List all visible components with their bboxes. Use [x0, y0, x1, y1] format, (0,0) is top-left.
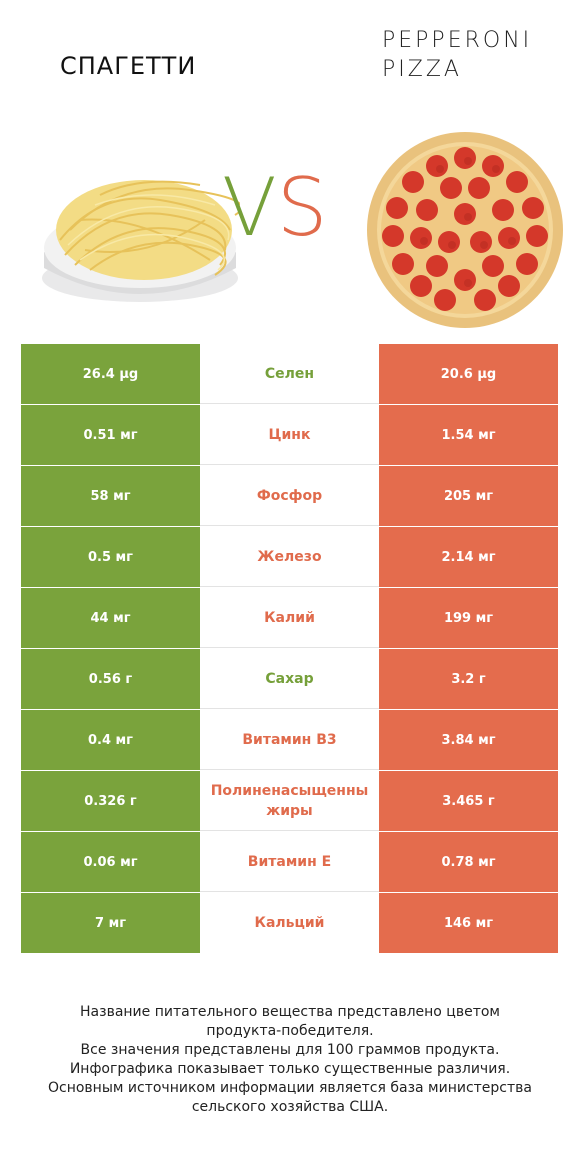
left-value-cell: 7 мг [21, 893, 200, 953]
right-value-cell: 146 мг [379, 893, 558, 953]
table-row: 0.06 мг Витамин E 0.78 мг [21, 832, 558, 893]
table-row: 0.5 мг Железо 2.14 мг [21, 527, 558, 588]
right-value-cell: 205 мг [379, 466, 558, 526]
right-value-cell: 3.84 мг [379, 710, 558, 770]
left-value-cell: 44 мг [21, 588, 200, 648]
table-row: 0.326 г Полиненасыщенны жиры 3.465 г [21, 771, 558, 832]
right-value-cell: 20.6 µg [379, 344, 558, 404]
footer-line: сельского хозяйства США. [191, 1099, 389, 1115]
left-value-cell: 0.06 мг [21, 832, 200, 892]
nutrient-name-cell: Калий [200, 588, 379, 648]
nutrient-name-cell: Витамин E [200, 832, 379, 892]
table-row: 0.4 мг Витамин B3 3.84 мг [21, 710, 558, 771]
right-value-cell: 199 мг [379, 588, 558, 648]
left-product-title: СПАГЕТТИ [60, 52, 197, 80]
left-value-cell: 0.326 г [21, 771, 200, 831]
right-value-cell: 1.54 мг [379, 405, 558, 465]
footer-note: Название питательного вещества представл… [20, 1003, 560, 1117]
table-row: 0.51 мг Цинк 1.54 мг [21, 405, 558, 466]
nutrient-name-cell: Железо [200, 527, 379, 587]
left-value-cell: 58 мг [21, 466, 200, 526]
left-value-cell: 0.56 г [21, 649, 200, 709]
right-value-cell: 2.14 мг [379, 527, 558, 587]
pepperoni-pizza-image [367, 132, 563, 328]
vs-v-letter: V [222, 161, 277, 254]
footer-line: продукта-победителя. [206, 1023, 374, 1039]
right-value-cell: 3.465 г [379, 771, 558, 831]
table-row: 0.56 г Сахар 3.2 г [21, 649, 558, 710]
vs-s-letter: S [276, 161, 328, 254]
nutrient-name-cell: Сахар [200, 649, 379, 709]
nutrient-name-cell: Полиненасыщенны жиры [200, 771, 379, 831]
nutrient-name-cell: Цинк [200, 405, 379, 465]
comparison-table: 26.4 µg Селен 20.6 µg 0.51 мг Цинк 1.54 мг 58 … [21, 344, 558, 953]
table-row: 26.4 µg Селен 20.6 µg [21, 344, 558, 405]
footer-line: Инфографика показывает только существенн… [69, 1061, 511, 1077]
footer-line: Все значения представлены для 100 граммо… [80, 1042, 500, 1058]
right-value-cell: 3.2 г [379, 649, 558, 709]
table-row: 44 мг Калий 199 мг [21, 588, 558, 649]
nutrient-name-cell: Селен [200, 344, 379, 404]
nutrient-name-cell: Кальций [200, 893, 379, 953]
left-value-cell: 0.51 мг [21, 405, 200, 465]
nutrient-name-cell: Витамин B3 [200, 710, 379, 770]
nutrient-name-cell: Фосфор [200, 466, 379, 526]
left-value-cell: 26.4 µg [21, 344, 200, 404]
table-row: 7 мг Кальций 146 мг [21, 893, 558, 953]
right-value-cell: 0.78 мг [379, 832, 558, 892]
right-product-title: PEPPERONI PIZZA [382, 28, 533, 82]
vs-label: VS [222, 168, 328, 248]
spaghetti-image [40, 160, 240, 305]
footer-line: Название питательного вещества представл… [80, 1004, 500, 1020]
footer-line: Основным источником информации является … [48, 1080, 532, 1096]
left-value-cell: 0.4 мг [21, 710, 200, 770]
left-value-cell: 0.5 мг [21, 527, 200, 587]
table-row: 58 мг Фосфор 205 мг [21, 466, 558, 527]
